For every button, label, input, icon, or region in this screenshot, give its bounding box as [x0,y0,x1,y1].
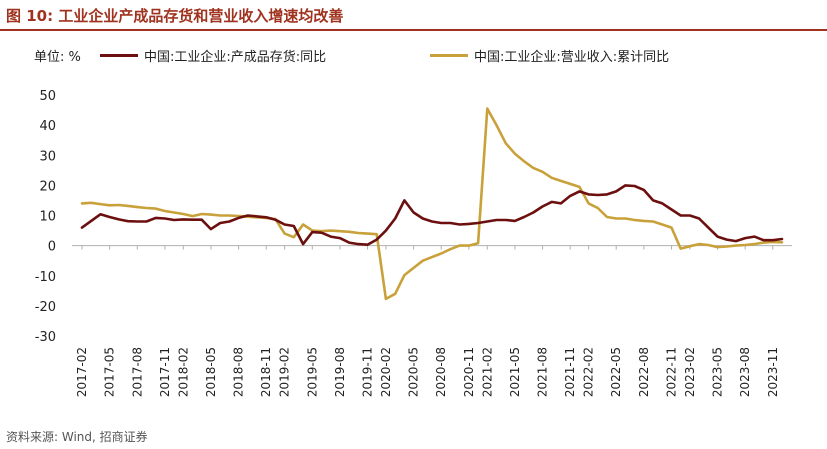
legend-label-revenue: 中国:工业企业:营业收入:累计同比 [474,50,670,65]
x-tick-label: 2019-08 [333,347,347,397]
y-tick-label: -30 [35,330,56,345]
x-tick-label: 2020-08 [434,347,448,397]
y-tick-label: -20 [35,300,56,315]
x-tick-label: 2021-11 [563,347,577,397]
series-line-revenue [80,107,784,301]
x-tick-label: 2017-02 [75,347,89,397]
x-tick-label: 2023-11 [766,347,780,397]
x-tick-label: 2018-11 [259,347,273,397]
legend-label-inventory: 中国:工业企业:产成品存货:同比 [144,50,327,65]
x-tick-label: 2018-02 [176,347,190,397]
figure-title: 图 10: 工业企业产成品存货和营业收入增速均改善 [6,7,344,25]
x-tick-label: 2020-11 [462,347,476,397]
legend-swatch-revenue [430,54,468,57]
unit-label: 单位: % [34,50,81,65]
title-underline [0,29,827,31]
x-tick-label: 2021-08 [536,347,550,397]
y-tick-label: 50 [39,89,56,104]
y-tick-label: 40 [39,119,56,134]
source-note: 资料来源: Wind, 招商证券 [6,430,148,444]
x-tick-label: 2017-08 [130,347,144,397]
y-tick-label: 30 [39,149,56,164]
x-tick-label: 2018-08 [232,347,246,397]
x-tick-label: 2020-05 [407,347,421,397]
x-tick-label: 2019-02 [278,347,292,397]
x-tick-label: 2019-05 [305,347,319,397]
x-tick-label: 2022-02 [582,347,596,397]
x-tick-label: 2023-08 [738,347,752,397]
y-tick-label: 20 [39,179,56,194]
x-tick-label: 2022-11 [664,347,678,397]
series-line-inventory [80,184,784,246]
x-tick-label: 2022-05 [609,347,623,397]
legend-item-inventory: 中国:工业企业:产成品存货:同比 [100,46,326,65]
y-tick-label: 10 [39,210,56,225]
x-tick-label: 2022-08 [637,347,651,397]
x-tick-label: 2021-05 [508,347,522,397]
y-tick-label: -10 [35,270,56,285]
y-tick-label: 0 [48,240,56,255]
legend-swatch-inventory [100,54,138,57]
x-tick-label: 2017-11 [158,347,172,397]
x-tick-label: 2017-05 [103,347,117,397]
x-tick-label: 2020-02 [379,347,393,397]
x-tick-label: 2023-05 [711,347,725,397]
legend-item-revenue: 中国:工业企业:营业收入:累计同比 [430,46,669,65]
x-tick-label: 2023-02 [683,347,697,397]
x-tick-label: 2021-02 [480,347,494,397]
x-tick-label: 2018-05 [204,347,218,397]
x-tick-label: 2019-11 [361,347,375,397]
